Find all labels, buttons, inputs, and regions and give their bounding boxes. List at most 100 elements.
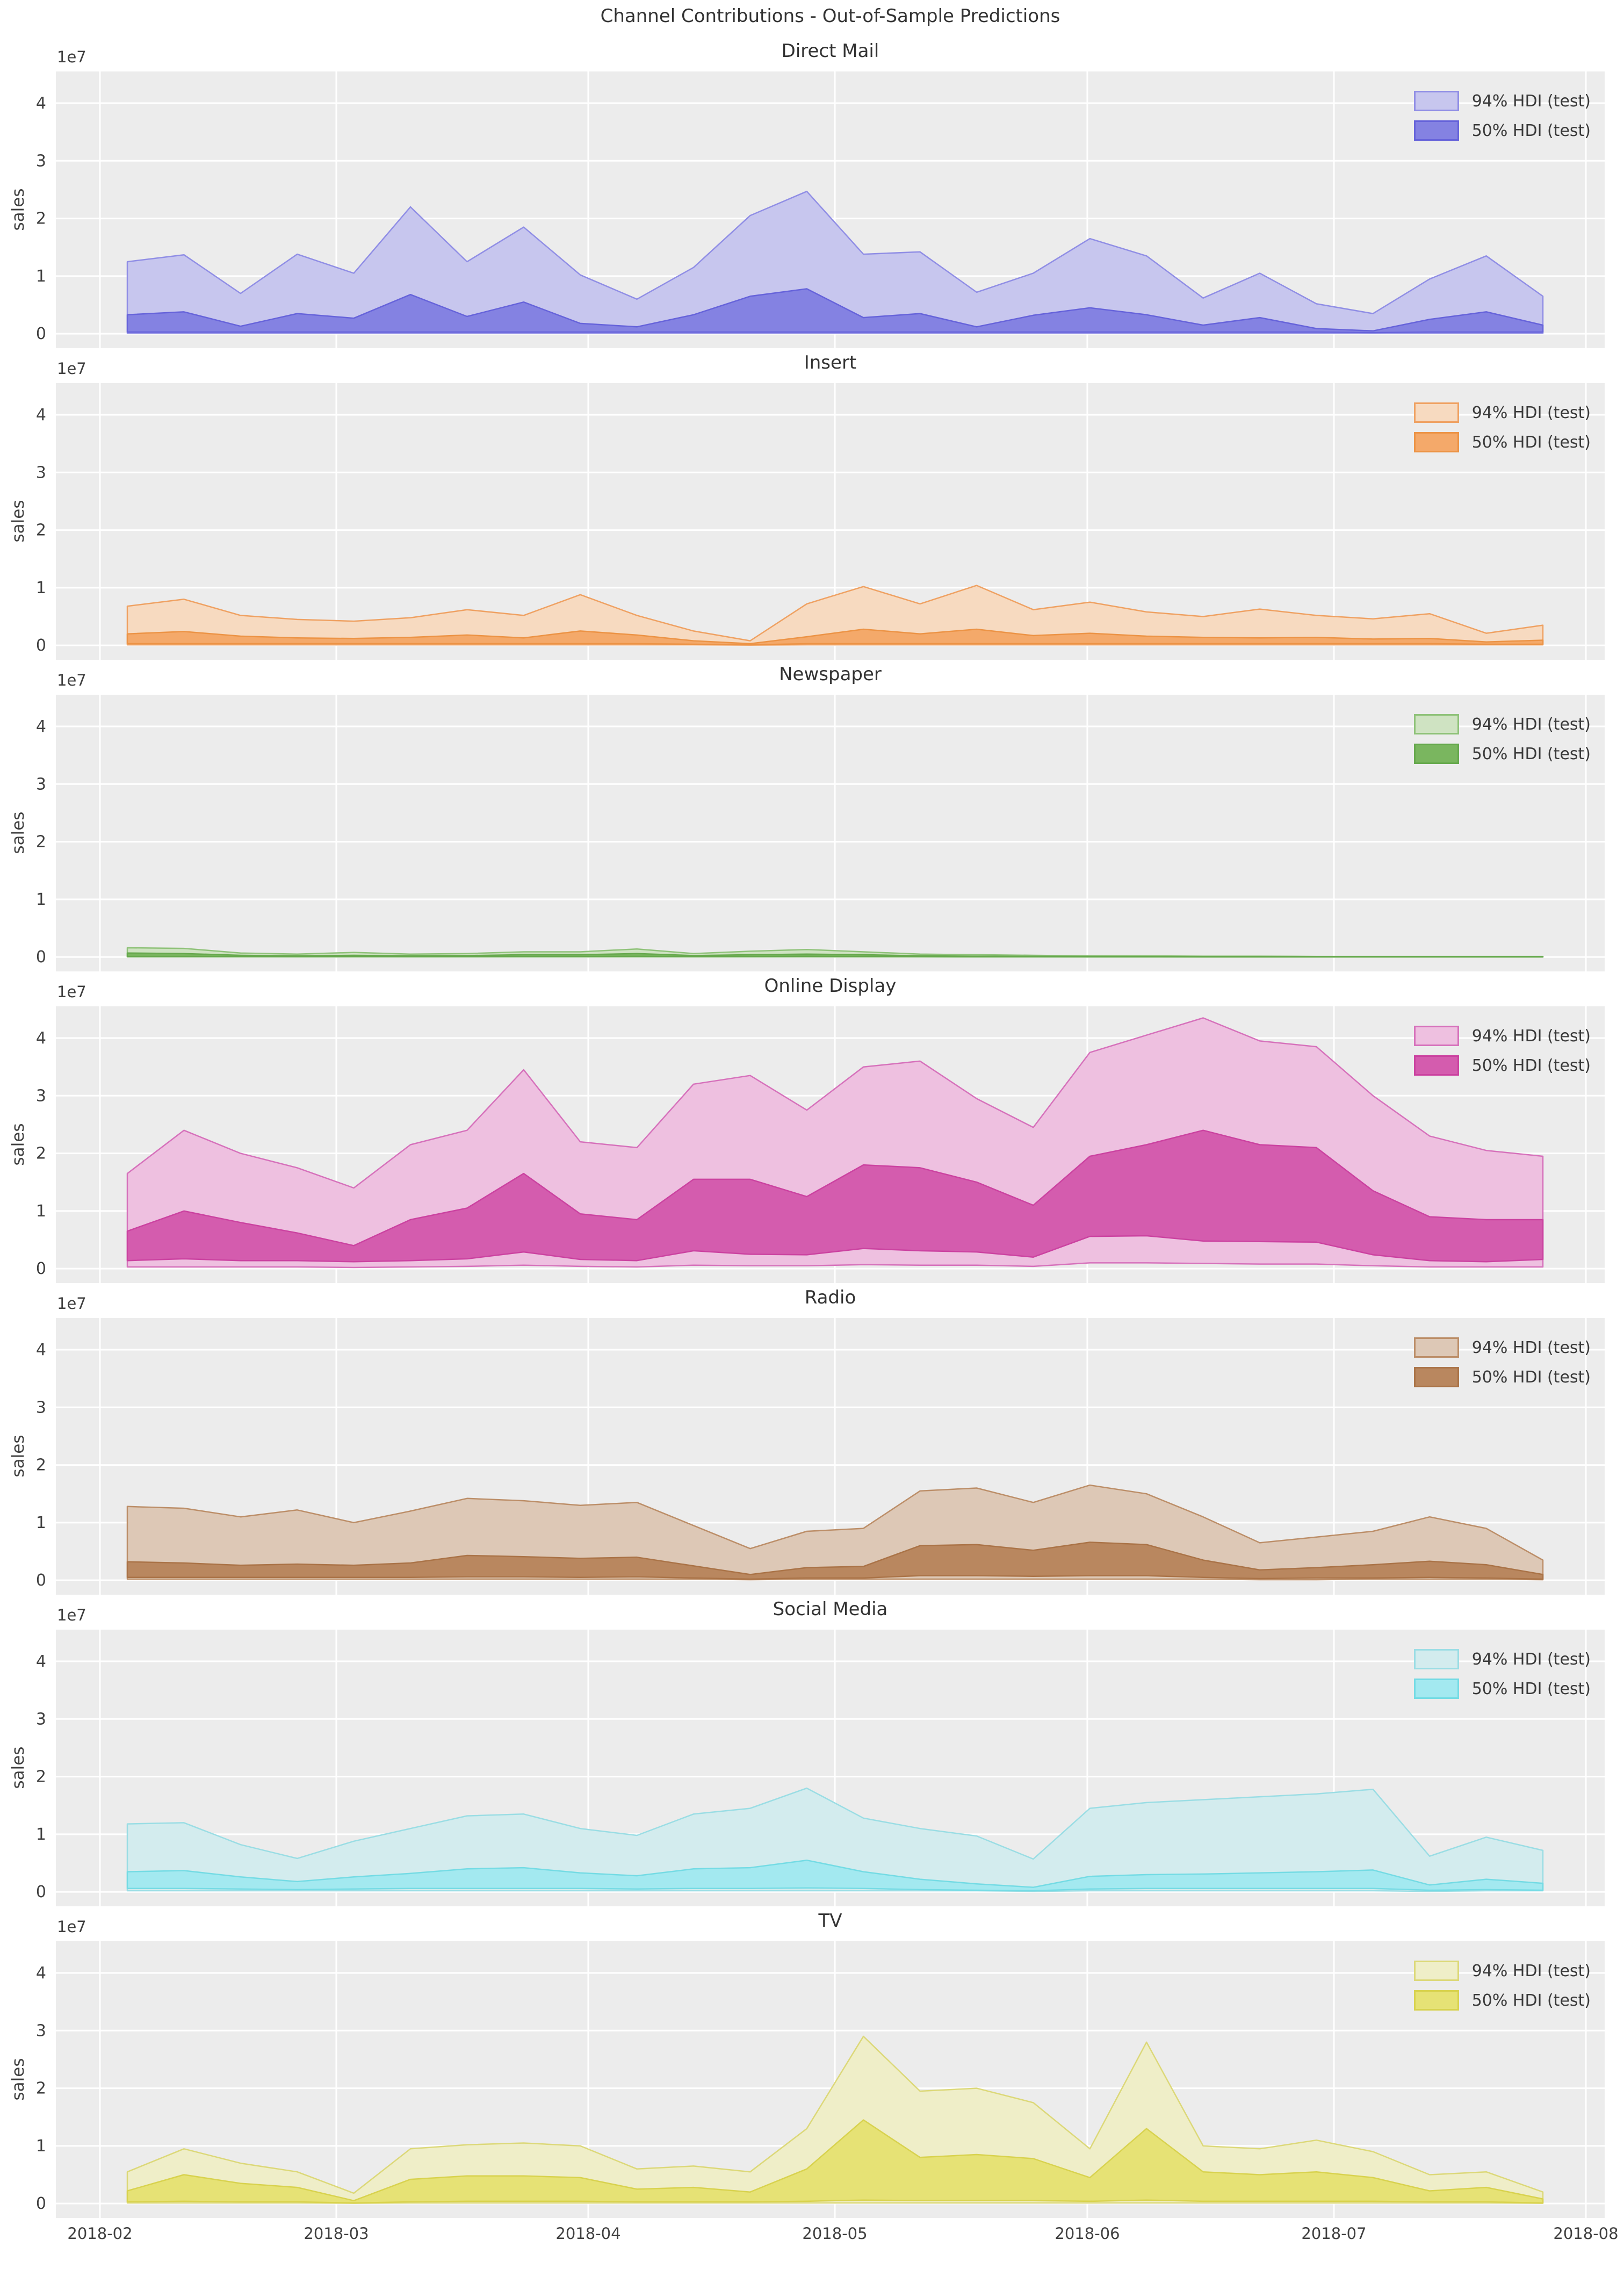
y-tick-label: 0 — [36, 325, 46, 343]
hdi50-band — [126, 2119, 1544, 2204]
y-tick-label: 4 — [36, 406, 46, 424]
legend-label-50: 50% HDI (test) — [1471, 121, 1591, 140]
y-axis-offset-label: 1e7 — [57, 671, 86, 689]
y-axis-offset-label: 1e7 — [57, 1294, 86, 1313]
legend-swatch-94-icon — [1413, 1337, 1459, 1358]
legend-label-94: 94% HDI (test) — [1471, 1649, 1591, 1669]
subplot-title: Radio — [804, 1287, 856, 1308]
y-tick-label: 2 — [36, 210, 46, 228]
legend-swatch-50-icon — [1413, 432, 1459, 452]
legend-swatch-50-icon — [1413, 1367, 1459, 1387]
legend-entry-50: 50% HDI (test) — [1413, 432, 1591, 452]
hdi94-band — [126, 190, 1544, 334]
subplot-title: Insert — [804, 352, 857, 373]
legend-swatch-94-icon — [1413, 91, 1459, 111]
y-tick-label: 4 — [36, 94, 46, 113]
legend-label-94: 94% HDI (test) — [1471, 1338, 1591, 1357]
y-tick-label: 2 — [36, 833, 46, 852]
x-tick-label: 2018-08 — [1553, 2224, 1619, 2243]
y-tick-label: 1 — [36, 890, 46, 909]
y-axis-offset-label: 1e7 — [57, 983, 86, 1001]
y-tick-label: 3 — [36, 1086, 46, 1105]
y-tick-label: 4 — [36, 1964, 46, 1983]
legend-entry-94: 94% HDI (test) — [1413, 714, 1591, 734]
y-tick-label: 2 — [36, 1456, 46, 1475]
legend-label-94: 94% HDI (test) — [1471, 715, 1591, 734]
y-tick-label: 1 — [36, 1202, 46, 1221]
legend: 94% HDI (test) 50% HDI (test) — [1409, 1022, 1596, 1079]
y-tick-label: 3 — [36, 1710, 46, 1728]
y-tick-label: 1 — [36, 1825, 46, 1844]
legend-swatch-94-icon — [1413, 402, 1459, 423]
y-tick-label: 3 — [36, 775, 46, 794]
y-tick-label: 0 — [36, 1883, 46, 1901]
x-tick-label: 2018-04 — [555, 2224, 621, 2243]
legend-label-50: 50% HDI (test) — [1471, 744, 1591, 763]
legend-swatch-94-icon — [1413, 1026, 1459, 1046]
hdi50-band — [126, 1859, 1544, 1892]
legend-entry-50: 50% HDI (test) — [1413, 1367, 1591, 1387]
legend-label-94: 94% HDI (test) — [1471, 403, 1591, 422]
y-tick-label: 0 — [36, 636, 46, 655]
y-tick-label: 2 — [36, 521, 46, 540]
legend-label-50: 50% HDI (test) — [1471, 1367, 1591, 1387]
legend: 94% HDI (test) 50% HDI (test) — [1409, 1957, 1596, 2014]
legend-label-50: 50% HDI (test) — [1471, 1991, 1591, 2010]
legend-swatch-50-icon — [1413, 1990, 1459, 2011]
y-tick-label: 1 — [36, 1514, 46, 1532]
legend-swatch-50-icon — [1413, 1055, 1459, 1076]
y-tick-label: 3 — [36, 463, 46, 482]
legend-entry-50: 50% HDI (test) — [1413, 1055, 1591, 1076]
legend-entry-94: 94% HDI (test) — [1413, 91, 1591, 111]
hdi50-band — [126, 288, 1544, 334]
y-tick-label: 0 — [36, 1571, 46, 1590]
y-axis-offset-label: 1e7 — [57, 1918, 86, 1936]
subplot-title: Social Media — [773, 1598, 888, 1620]
y-tick-label: 4 — [36, 1652, 46, 1671]
hdi50-band — [126, 952, 1544, 958]
hdi50-band — [126, 1542, 1544, 1580]
legend-entry-50: 50% HDI (test) — [1413, 1990, 1591, 2011]
y-tick-label: 0 — [36, 2194, 46, 2213]
legend-entry-50: 50% HDI (test) — [1413, 120, 1591, 141]
legend: 94% HDI (test) 50% HDI (test) — [1409, 399, 1596, 456]
legend-swatch-94-icon — [1413, 1649, 1459, 1669]
legend-entry-50: 50% HDI (test) — [1413, 744, 1591, 764]
legend-swatch-50-icon — [1413, 120, 1459, 141]
legend-swatch-50-icon — [1413, 744, 1459, 764]
area-chart-newspaper: 0 1 2 3 4 — [36, 695, 1605, 971]
y-tick-label: 3 — [36, 152, 46, 170]
area-chart-radio: 0 1 2 3 4 — [36, 1318, 1605, 1595]
y-tick-label: 4 — [36, 1029, 46, 1048]
x-tick-label: 2018-03 — [304, 2224, 369, 2243]
legend-label-94: 94% HDI (test) — [1471, 91, 1591, 111]
x-tick-label: 2018-07 — [1301, 2224, 1367, 2243]
y-tick-label: 3 — [36, 2021, 46, 2040]
hdi50-band — [126, 628, 1544, 646]
legend-label-94: 94% HDI (test) — [1471, 1026, 1591, 1046]
y-axis-offset-label: 1e7 — [57, 48, 86, 66]
y-tick-label: 2 — [36, 1144, 46, 1163]
legend-entry-94: 94% HDI (test) — [1413, 402, 1591, 423]
y-tick-label: 0 — [36, 1259, 46, 1278]
y-tick-label: 1 — [36, 267, 46, 286]
y-tick-label: 4 — [36, 717, 46, 736]
legend-label-50: 50% HDI (test) — [1471, 1056, 1591, 1075]
area-chart-direct-mail: 0 1 2 3 4 — [36, 71, 1605, 348]
subplot-title: Online Display — [764, 975, 897, 997]
y-axis-offset-label: 1e7 — [57, 1606, 86, 1624]
y-tick-label: 0 — [36, 948, 46, 967]
legend-swatch-50-icon — [1413, 1679, 1459, 1699]
legend-label-50: 50% HDI (test) — [1471, 1679, 1591, 1698]
y-tick-label: 4 — [36, 1341, 46, 1359]
legend-label-50: 50% HDI (test) — [1471, 433, 1591, 452]
area-chart-social-media: 0 1 2 3 4 — [36, 1630, 1605, 1906]
figure-title: Channel Contributions - Out-of-Sample Pr… — [600, 5, 1060, 27]
y-axis-offset-label: 1e7 — [57, 359, 86, 378]
legend: 94% HDI (test) 50% HDI (test) — [1409, 88, 1596, 144]
subplot-title: TV — [818, 1910, 842, 1932]
x-tick-label: 2018-06 — [1055, 2224, 1120, 2243]
legend-entry-94: 94% HDI (test) — [1413, 1337, 1591, 1358]
y-tick-label: 2 — [36, 2079, 46, 2098]
